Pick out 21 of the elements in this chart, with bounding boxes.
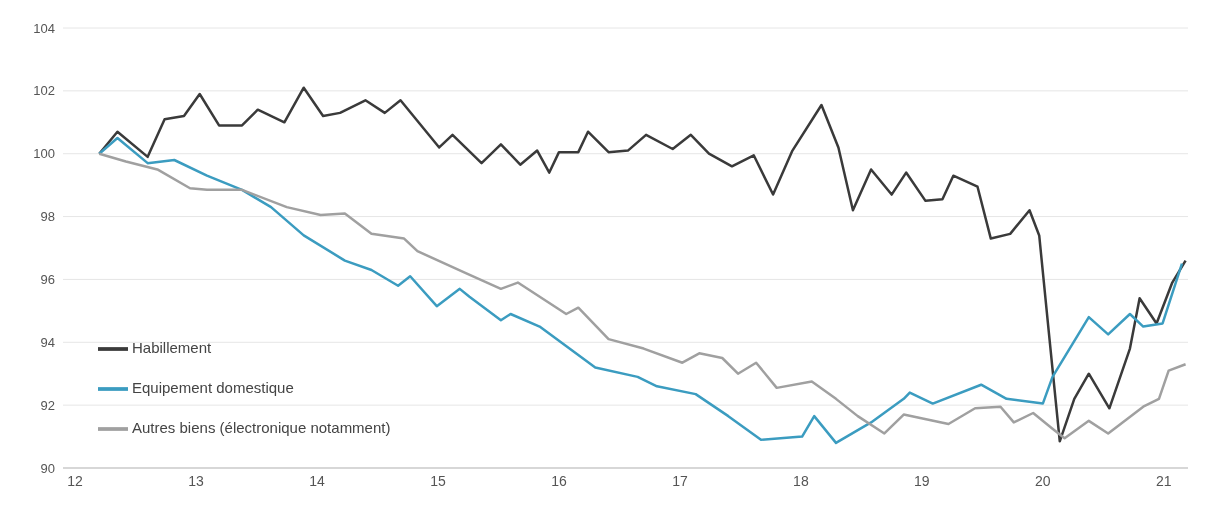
x-tick-label: 19 xyxy=(914,472,930,489)
y-tick-label: 104 xyxy=(33,20,55,36)
y-tick-label: 102 xyxy=(33,83,55,99)
x-tick-label: 12 xyxy=(67,472,84,489)
x-tick-label: 13 xyxy=(188,472,205,489)
legend-label: Autres biens (électronique notamment) xyxy=(132,419,391,436)
x-tick-label: 21 xyxy=(1156,472,1172,489)
y-tick-label: 98 xyxy=(40,209,55,225)
y-tick-label: 100 xyxy=(33,146,55,162)
x-tick-label: 20 xyxy=(1035,472,1051,489)
legend-label: Equipement domestique xyxy=(132,379,294,396)
x-tick-label: 18 xyxy=(793,472,809,489)
y-tick-label: 90 xyxy=(40,460,55,476)
x-tick-label: 14 xyxy=(309,472,326,489)
x-tick-label: 15 xyxy=(430,472,446,489)
legend-label: Habillement xyxy=(132,339,212,356)
x-tick-label: 16 xyxy=(551,472,567,489)
y-tick-label: 94 xyxy=(40,334,55,350)
y-tick-label: 92 xyxy=(40,397,55,413)
x-tick-label: 17 xyxy=(672,472,688,489)
y-tick-label: 96 xyxy=(40,272,55,288)
